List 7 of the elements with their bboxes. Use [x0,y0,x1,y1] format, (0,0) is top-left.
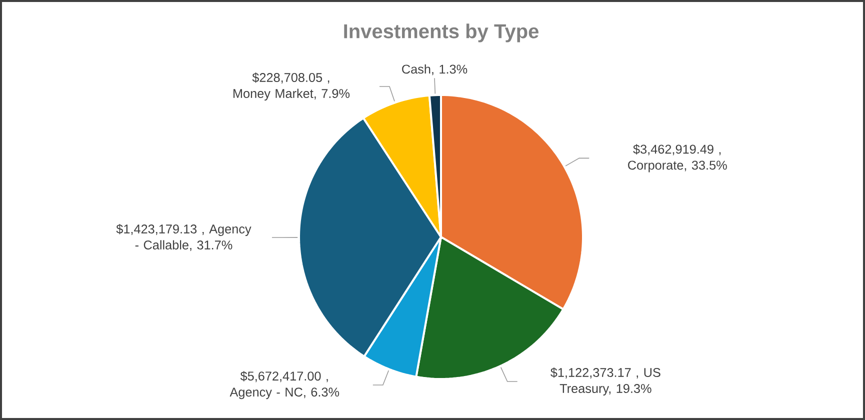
slice-label: $1,122,373.17 , US Treasury, 19.3% [550,367,660,396]
slice-label: $5,672,417.00 , Agency - NC, 6.3% [230,371,340,400]
slice-label: $1,423,179.13 , Agency - Callable, 31.7% [116,224,252,251]
slice-label: $3,462,919.49 , Corporate, 33.5% [628,144,727,172]
slice-label: Cash, 1.3% [402,64,468,76]
slice-label: $228,708.05 , Money Market, 7.9% [234,72,350,101]
chart-title: Investments by Type [344,24,538,42]
